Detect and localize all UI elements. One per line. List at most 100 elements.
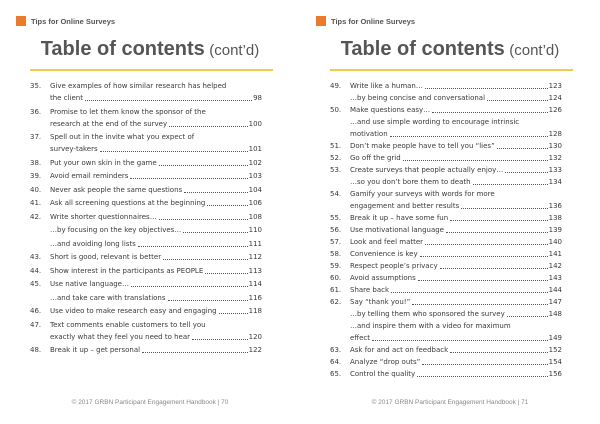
header-text: Tips for Online Surveys: [331, 16, 416, 26]
entry-page-number: 149: [548, 334, 562, 342]
toc-entry[interactable]: …so you don’t bore them to death 134: [330, 176, 562, 188]
entry-title: Don’t make people have to tell you “lies…: [350, 142, 495, 150]
toc-entry[interactable]: 56. Use motivational language 139: [330, 224, 562, 236]
dot-leader: [205, 265, 248, 274]
entry-title: Write like a human…: [350, 82, 423, 90]
toc-entry[interactable]: 64. Analyze “drop outs” 154: [330, 356, 562, 368]
entry-number: 64.: [330, 358, 342, 366]
toc-entry[interactable]: 51. Don’t make people have to tell you “…: [330, 140, 562, 152]
dot-leader: [417, 368, 548, 377]
toc-entry[interactable]: 37. Spell out in the invite what you exp…: [30, 131, 262, 155]
toc-entry[interactable]: …and use simple wording to encourage int…: [330, 116, 562, 140]
toc-entry[interactable]: 60. Avoid assumptions 143: [330, 272, 562, 284]
entry-number: 61.: [330, 286, 342, 294]
toc-entry[interactable]: 55. Break it up – have some fun 138: [330, 212, 562, 224]
toc-entry[interactable]: 52. Go off the grid 132: [330, 152, 562, 164]
entry-title: Say “thank you!”: [350, 298, 411, 306]
dot-leader: [419, 248, 548, 257]
toc-entry[interactable]: …by focusing on the key objectives… 110: [30, 224, 262, 236]
toc-entry[interactable]: 46. Use video to make research easy and …: [30, 305, 262, 317]
divider: [30, 69, 273, 71]
entry-title: exactly what they feel you need to hear: [50, 332, 191, 341]
toc-list: 35. Give examples of how similar researc…: [30, 80, 262, 358]
entry-number: [330, 308, 350, 320]
toc-entry[interactable]: 59. Respect people’s privacy 142: [330, 260, 562, 272]
toc-entry[interactable]: 36. Promise to let them know the sponsor…: [30, 106, 262, 130]
toc-entry[interactable]: 50. Make questions easy… 126: [330, 104, 562, 116]
entry-title-line: Give examples of how similar research ha…: [50, 82, 227, 90]
toc-entry[interactable]: 43. Short is good, relevant is better 112: [30, 251, 262, 263]
entry-page-number: 143: [548, 274, 562, 282]
entry-page-number: 133: [548, 166, 562, 174]
entry-title: engagement and better results: [350, 202, 460, 210]
entry-page-number: 140: [548, 238, 562, 246]
entry-number: 44.: [30, 266, 42, 275]
entry-title-line: …and use simple wording to encourage int…: [350, 118, 520, 126]
entry-title: Convenience is key: [350, 250, 418, 258]
toc-entry[interactable]: 41. Ask all screening questions at the b…: [30, 197, 262, 209]
toc-entry[interactable]: 47. Text comments enable customers to te…: [30, 319, 262, 343]
entry-number: 38.: [30, 158, 42, 167]
toc-entry[interactable]: …by telling them who sponsored the surve…: [330, 308, 562, 320]
toc-entry[interactable]: 57. Look and feel matter 140: [330, 236, 562, 248]
dot-leader: [496, 140, 548, 149]
entry-title-line: …and inspire them with a video for maxim…: [350, 322, 511, 330]
dot-leader: [207, 197, 248, 206]
entry-page-number: 148: [548, 310, 562, 318]
toc-entry[interactable]: 53. Create surveys that people actually …: [330, 164, 562, 176]
entry-number: 53.: [330, 166, 342, 174]
entry-title: Avoid email reminders: [50, 172, 129, 180]
dot-leader: [372, 332, 548, 341]
toc-entry[interactable]: 62. Say “thank you!” 147: [330, 296, 562, 308]
toc-entry[interactable]: 45. Use native language… 114: [30, 278, 262, 290]
entry-title: …by telling them who sponsored the surve…: [350, 310, 505, 318]
toc-entry[interactable]: 38. Put your own skin in the game 102: [30, 157, 262, 169]
toc-entry[interactable]: 58. Convenience is key 141: [330, 248, 562, 260]
toc-entry[interactable]: 49. Write like a human… 123: [330, 80, 562, 92]
entry-number: 35.: [30, 82, 42, 90]
dot-leader: [391, 284, 548, 293]
entry-number: 50.: [330, 106, 342, 114]
entry-number: 46.: [30, 307, 42, 315]
entry-title: …so you don’t bore them to death: [350, 178, 471, 186]
dot-leader: [432, 104, 548, 113]
entry-title: Go off the grid: [350, 154, 401, 162]
entry-title: Short is good, relevant is better: [50, 253, 162, 261]
entry-title: Look and feel matter: [350, 238, 424, 246]
entry-page-number: 106: [248, 199, 262, 207]
toc-entry[interactable]: …and take care with translations 116: [30, 292, 262, 304]
entry-title: …and take care with translations: [50, 293, 166, 302]
entry-number: 41.: [30, 199, 42, 207]
entry-title: …and avoiding long lists: [50, 239, 136, 248]
toc-entry[interactable]: …and avoiding long lists 111: [30, 238, 262, 250]
entry-number: 59.: [330, 262, 342, 270]
toc-entry[interactable]: 63. Ask for and act on feedback 152: [330, 344, 562, 356]
entry-title: effect: [350, 334, 371, 342]
toc-entry[interactable]: 65. Control the quality 156: [330, 368, 562, 380]
dot-leader: [472, 176, 548, 185]
toc-entry[interactable]: 40. Never ask people the same questions 1…: [30, 184, 262, 196]
entry-page-number: 101: [248, 145, 262, 153]
toc-entry[interactable]: 48. Break it up – get personal 122: [30, 344, 262, 356]
dot-leader: [487, 92, 548, 101]
dot-leader: [130, 170, 248, 179]
toc-entry[interactable]: 39. Avoid email reminders 103: [30, 170, 262, 182]
dot-leader: [424, 80, 548, 89]
entry-title: Control the quality: [350, 370, 416, 378]
toc-entry[interactable]: 35. Give examples of how similar researc…: [30, 80, 262, 104]
toc-entry[interactable]: …and inspire them with a video for maxim…: [330, 320, 562, 344]
divider: [330, 69, 573, 71]
dot-leader: [169, 118, 248, 127]
toc-entry[interactable]: 54. Gamify your surveys with words for m…: [330, 188, 562, 212]
entry-title: Create surveys that people actually enjo…: [350, 166, 504, 174]
entry-number: 36.: [30, 107, 42, 116]
entry-title: Ask for and act on feedback: [350, 346, 449, 354]
entry-title: Use video to make research easy and enga…: [50, 307, 217, 315]
toc-entry[interactable]: …by being concise and conversational 124: [330, 92, 562, 104]
entry-title: survey-takers: [50, 145, 98, 153]
toc-entry[interactable]: 42. Write shorter questionnaires… 108: [30, 211, 262, 223]
entry-number: [30, 238, 50, 250]
toc-entry[interactable]: 44. Show interest in the participants as…: [30, 265, 262, 277]
entry-number: 52.: [330, 154, 342, 162]
toc-entry[interactable]: 61. Share back 144: [330, 284, 562, 296]
